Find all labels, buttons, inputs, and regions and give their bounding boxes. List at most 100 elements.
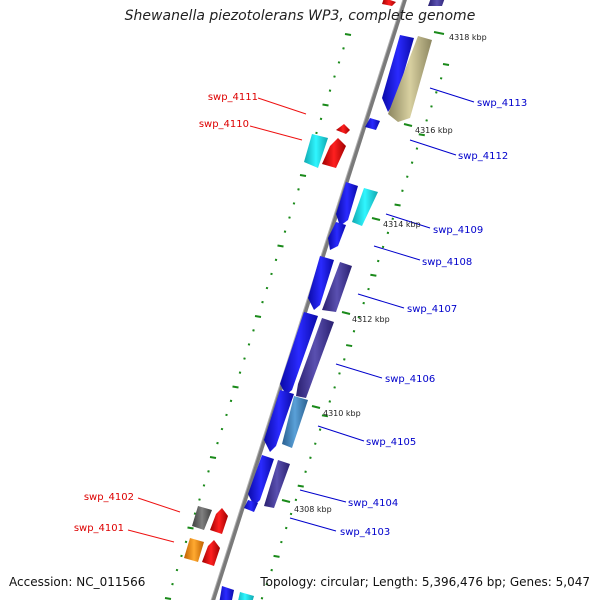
scale-tick: [333, 386, 336, 389]
gene-swp_4113[interactable]: [388, 36, 432, 122]
scale-tick: [391, 217, 394, 221]
gene-swp_4106-slate[interactable]: [296, 318, 334, 398]
scale-tick: [321, 414, 329, 418]
gene-label[interactable]: swp_4109: [433, 225, 483, 236]
scale-tick: [289, 512, 293, 516]
scale-tick: [381, 245, 385, 249]
scale-tick: [370, 273, 377, 277]
scale-tick: [410, 161, 414, 164]
scale-tick: [430, 105, 433, 108]
gene-swp_4108[interactable]: [328, 222, 346, 250]
accession-text: Accession: NC_011566: [9, 575, 146, 589]
scale-tick: [284, 526, 288, 530]
scale-tick: [435, 91, 438, 94]
scale-tick: [202, 484, 206, 487]
gene-label[interactable]: swp_4112: [458, 151, 508, 162]
scale-tick: [309, 456, 312, 459]
scale-tick: [386, 231, 390, 235]
scale-tick: [376, 259, 380, 263]
gene-swp_4113-inner[interactable]: [382, 35, 414, 112]
scale-tick: [344, 33, 352, 36]
forward-genes: [218, 35, 414, 600]
scale-tick: [318, 428, 322, 431]
gene-swp_4107-slate[interactable]: [322, 262, 352, 312]
gene-swp_4105[interactable]: [264, 390, 294, 452]
gene-swp_4106[interactable]: [280, 312, 318, 395]
gene-top-red[interactable]: [382, 0, 396, 6]
scale-tick: [367, 287, 370, 291]
scale-tick: [292, 202, 296, 205]
scale-tick: [270, 272, 273, 276]
scale-tick: [328, 89, 332, 92]
scale-tick: [261, 300, 264, 304]
gene-swp_4109-cyan[interactable]: [352, 188, 378, 226]
scale-tick: [280, 540, 283, 544]
gene-label[interactable]: swp_4110: [199, 119, 249, 130]
gene-swp_4101[interactable]: [202, 540, 220, 566]
gene-swp_4110[interactable]: [322, 138, 346, 168]
gene-bottom-cyan[interactable]: [236, 592, 254, 600]
scale-tick: [225, 413, 228, 417]
scale-tick: [220, 427, 224, 431]
gene-swp_4104-slate[interactable]: [264, 460, 290, 508]
leader-lines: [127, 87, 475, 543]
scale-tick: [247, 343, 251, 346]
gene-label[interactable]: swp_4108: [422, 257, 472, 268]
outer-tick-track: [164, 33, 352, 600]
scale-tick: [252, 329, 255, 332]
gene-swp_4111[interactable]: [336, 124, 350, 134]
scale-tick: [439, 77, 443, 80]
scale-tick: [175, 568, 179, 572]
scale-tick: [342, 47, 345, 50]
outer-forward-genes: [236, 0, 446, 600]
scale-tick: [401, 189, 404, 192]
scale-tick: [345, 344, 353, 348]
scale-tick: [314, 442, 317, 445]
gene-swp_4102[interactable]: [210, 508, 228, 534]
gene-swp_4103[interactable]: [244, 500, 258, 512]
gene-label[interactable]: swp_4102: [84, 492, 134, 503]
gene-swp_4105-steel[interactable]: [282, 396, 308, 448]
scale-tick: [198, 498, 201, 501]
scale-tick: [254, 315, 262, 318]
scale-tick: [265, 582, 269, 586]
scale-tick: [357, 315, 361, 319]
kbp-label: 4310 kbp: [323, 409, 361, 418]
gene-label[interactable]: swp_4111: [208, 92, 258, 103]
gene-swp_4110-teal[interactable]: [304, 134, 328, 168]
forward-gene-labels: swp_4113 swp_4112 swp_4109 swp_4108 swp_…: [340, 98, 527, 538]
gene-swp_4102-gray[interactable]: [192, 506, 212, 530]
gene-top-slate[interactable]: [428, 0, 446, 6]
scale-tick: [418, 133, 425, 137]
inner-tick-track: [260, 63, 450, 600]
gene-label[interactable]: swp_4104: [348, 498, 398, 509]
reverse-gene-labels: swp_4111 swp_4110 swp_4102 swp_4101: [74, 92, 258, 534]
scale-tick: [216, 441, 219, 445]
gene-label[interactable]: swp_4101: [74, 523, 124, 534]
kbp-label: 4312 kbp: [352, 315, 390, 324]
kbp-label: 4314 kbp: [383, 220, 421, 229]
scale-tick: [297, 188, 300, 191]
gene-label[interactable]: swp_4107: [407, 304, 457, 315]
gene-label[interactable]: swp_4113: [477, 98, 527, 109]
gene-label[interactable]: swp_4103: [340, 527, 390, 538]
scale-tick: [273, 554, 280, 558]
scale-tick: [337, 61, 341, 64]
scale-tick: [343, 358, 346, 361]
gene-swp_4101-orange[interactable]: [184, 538, 204, 562]
gene-swp_4109[interactable]: [336, 182, 358, 226]
scale-tick: [415, 147, 419, 150]
scale-tick: [243, 357, 246, 360]
gene-label[interactable]: swp_4105: [366, 437, 416, 448]
scale-tick: [274, 258, 278, 262]
gene-label[interactable]: swp_4106: [385, 374, 435, 385]
scale-tick: [184, 540, 188, 544]
gene-swp_4107[interactable]: [308, 256, 334, 310]
gene-swp_4104[interactable]: [248, 455, 274, 506]
scale-tick: [171, 582, 174, 586]
scale-tick: [362, 301, 365, 305]
scale-tick: [229, 399, 233, 403]
gene-bottom-blue[interactable]: [218, 586, 234, 600]
gene-small-blue-4112[interactable]: [365, 118, 380, 130]
